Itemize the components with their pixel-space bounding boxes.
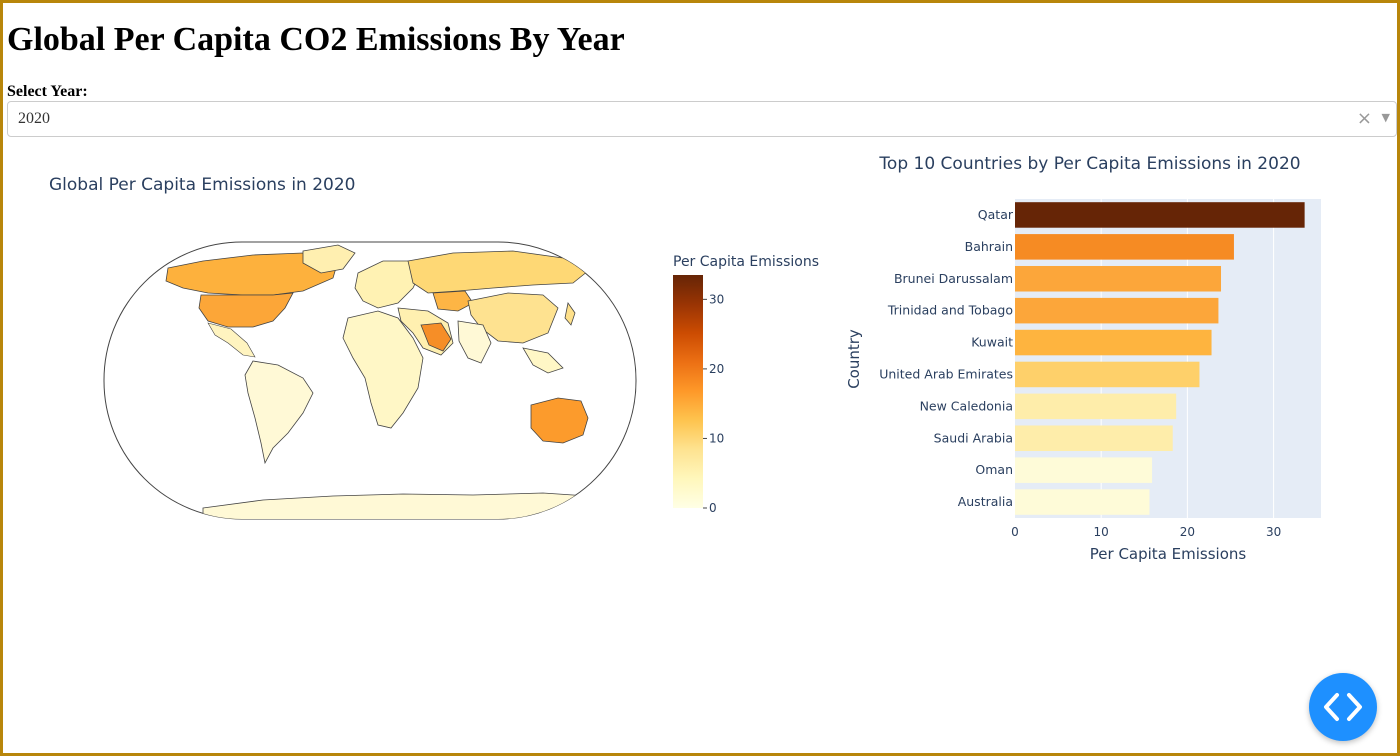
- bar-oman: [1015, 457, 1153, 483]
- bar-category-label: United Arab Emirates: [879, 366, 1013, 381]
- bar-category-label: Kuwait: [971, 335, 1013, 350]
- region-japan: [564, 302, 576, 326]
- bar-x-tick-label-1: 10: [1094, 525, 1109, 539]
- region-africa: [342, 310, 424, 429]
- bar-x-tick-label-0: 0: [1011, 525, 1019, 539]
- code-brackets-icon: [1324, 693, 1362, 721]
- region-russia: [407, 250, 589, 294]
- bar-x-tick-label-2: 20: [1180, 525, 1195, 539]
- bar-brunei-darussalam: [1015, 265, 1222, 292]
- choropleth-map[interactable]: Global Per Capita Emissions in 2020 Per …: [3, 143, 833, 563]
- bar-bahrain: [1015, 234, 1234, 260]
- bar-kuwait: [1015, 329, 1212, 356]
- bar-category-labels: Qatar Bahrain Brunei Darussalam Trinidad an…: [879, 207, 1014, 509]
- region-canada: [165, 252, 339, 296]
- bar-united-arab-emirates: [1015, 361, 1200, 388]
- colorbar-tick-label-1: 10: [709, 431, 724, 445]
- colorbar-title: Per Capita Emissions: [673, 254, 819, 270]
- region-china-east-asia: [467, 292, 559, 344]
- year-dropdown[interactable]: 2020 × ▼: [7, 101, 1397, 137]
- region-southeast-asia: [522, 347, 564, 374]
- bar-australia: [1015, 489, 1150, 515]
- bar-category-label: Saudi Arabia: [934, 430, 1013, 445]
- bar-category-label: Qatar: [978, 207, 1014, 222]
- region-europe: [354, 260, 422, 309]
- region-south-america: [244, 360, 314, 465]
- bar-category-label: Australia: [958, 494, 1013, 509]
- code-view-button[interactable]: [1309, 673, 1377, 741]
- colorbar-tick-label-0: 0: [709, 501, 717, 515]
- year-label: Select Year:: [7, 83, 88, 100]
- year-dropdown-value: 2020: [18, 110, 50, 127]
- bar-y-axis-label: Country: [845, 329, 863, 389]
- region-saudi-arabia: [420, 322, 452, 352]
- region-greenland: [302, 244, 356, 274]
- bar-category-label: New Caledonia: [920, 398, 1013, 413]
- region-usa: [198, 292, 294, 328]
- region-india: [457, 320, 492, 364]
- region-kazakhstan: [432, 290, 474, 312]
- map-globe: [103, 241, 637, 520]
- close-icon[interactable]: ×: [1356, 108, 1372, 129]
- region-mexico-central-america: [207, 322, 256, 358]
- colorbar-tick-label-3: 30: [709, 292, 724, 306]
- bar-saudi-arabia: [1015, 425, 1173, 452]
- bar-chart-title: Top 10 Countries by Per Capita Emissions…: [878, 154, 1300, 174]
- bar-category-label: Oman: [975, 462, 1013, 477]
- colorbar: [673, 275, 703, 508]
- page-title: Global Per Capita CO2 Emissions By Year: [7, 21, 625, 58]
- map-title: Global Per Capita Emissions in 2020: [49, 175, 355, 195]
- bar-x-ticks: 0 10 20 30: [1011, 525, 1281, 539]
- bar-category-label: Trinidad and Tobago: [887, 303, 1013, 318]
- bar-qatar: [1015, 202, 1305, 228]
- colorbar-ticks: 0 10 20 30: [703, 292, 724, 515]
- bar-new-caledonia: [1015, 393, 1177, 420]
- bar-trinidad-and-tobago: [1015, 297, 1219, 324]
- bar-chart[interactable]: Top 10 Countries by Per Capita Emissions…: [833, 143, 1333, 573]
- caret-down-icon[interactable]: ▼: [1381, 111, 1390, 124]
- region-australia: [530, 397, 589, 444]
- bar-category-label: Brunei Darussalam: [894, 271, 1013, 286]
- bar-category-label: Bahrain: [965, 239, 1013, 254]
- bar-x-axis-label: Per Capita Emissions: [1090, 545, 1247, 563]
- bar-x-tick-label-3: 30: [1266, 525, 1281, 539]
- bars: [1015, 202, 1305, 515]
- colorbar-tick-label-2: 20: [709, 362, 724, 376]
